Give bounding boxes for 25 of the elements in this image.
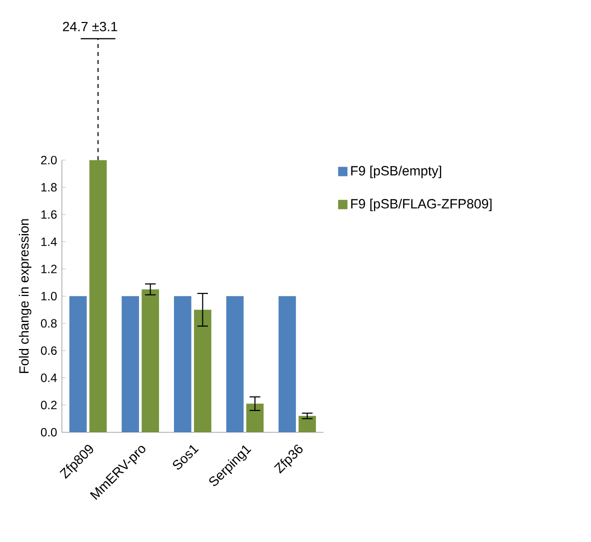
bar: [226, 296, 244, 432]
bar: [89, 160, 107, 432]
bar: [246, 404, 264, 432]
y-tick-label: 1.8: [41, 183, 57, 192]
y-tick-label: 1.2: [41, 264, 57, 274]
y-tick-label: 1.6: [41, 210, 57, 219]
y-tick-label: 2.0: [41, 156, 57, 165]
bar: [194, 310, 212, 432]
bar: [174, 296, 192, 432]
y-tick-label: 1.4: [41, 238, 57, 246]
bar: [122, 296, 140, 432]
y-tick-label: 0.2: [40, 400, 57, 410]
bar: [298, 416, 316, 432]
y-tick-label: 1.0: [41, 292, 57, 301]
y-axis-title: Fold change in expression: [18, 219, 32, 374]
y-tick-label: 0.6: [40, 346, 57, 356]
bar: [278, 296, 296, 432]
bar: [69, 296, 87, 432]
y-tick-label: 0.0: [40, 428, 57, 437]
legend-label: F9 [pSB/FLAG-ZFP809]: [351, 198, 492, 212]
y-tick-label: 0.4: [40, 374, 57, 382]
y-tick-label: 0.8: [40, 319, 57, 328]
bar: [142, 290, 160, 432]
text: 24.7 ±3.1: [62, 22, 118, 32]
legend-label: F9 [pSB/empty]: [351, 166, 442, 178]
